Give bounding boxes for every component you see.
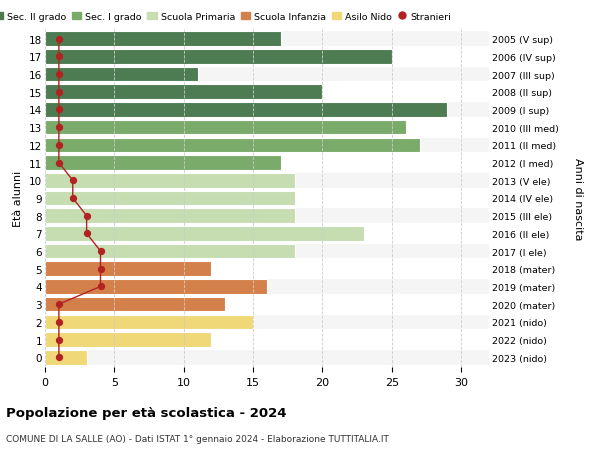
Point	[82, 213, 91, 220]
Y-axis label: Anni di nascita: Anni di nascita	[572, 157, 583, 240]
Text: COMUNE DI LA SALLE (AO) - Dati ISTAT 1° gennaio 2024 - Elaborazione TUTTITALIA.I: COMUNE DI LA SALLE (AO) - Dati ISTAT 1° …	[6, 434, 389, 443]
Bar	[45, 227, 489, 241]
Legend: Sec. II grado, Sec. I grado, Scuola Primaria, Scuola Infanzia, Asilo Nido, Stran: Sec. II grado, Sec. I grado, Scuola Prim…	[0, 13, 451, 22]
Bar	[45, 280, 489, 294]
Point	[68, 177, 77, 185]
Bar	[45, 280, 267, 294]
Y-axis label: Età alunni: Età alunni	[13, 170, 23, 227]
Point	[54, 71, 64, 78]
Point	[54, 319, 64, 326]
Point	[54, 354, 64, 361]
Bar	[45, 156, 489, 170]
Bar	[45, 209, 295, 224]
Bar	[45, 262, 211, 276]
Point	[54, 54, 64, 61]
Point	[96, 248, 106, 255]
Bar	[45, 191, 489, 206]
Bar	[45, 32, 489, 47]
Bar	[45, 67, 197, 82]
Bar	[45, 262, 489, 276]
Point	[54, 142, 64, 149]
Text: Popolazione per età scolastica - 2024: Popolazione per età scolastica - 2024	[6, 406, 287, 419]
Bar	[45, 227, 364, 241]
Bar	[45, 174, 295, 188]
Point	[54, 89, 64, 96]
Bar	[45, 121, 489, 135]
Point	[82, 230, 91, 237]
Bar	[45, 85, 323, 100]
Bar	[45, 333, 489, 347]
Bar	[45, 103, 489, 118]
Bar	[45, 50, 489, 64]
Bar	[45, 85, 489, 100]
Point	[68, 195, 77, 202]
Bar	[45, 156, 281, 170]
Bar	[45, 32, 281, 47]
Point	[54, 36, 64, 43]
Point	[54, 160, 64, 167]
Bar	[45, 138, 419, 153]
Bar	[45, 174, 489, 188]
Bar	[45, 315, 253, 330]
Bar	[45, 209, 489, 224]
Bar	[45, 350, 489, 365]
Bar	[45, 244, 489, 259]
Point	[96, 265, 106, 273]
Bar	[45, 191, 295, 206]
Point	[54, 124, 64, 132]
Bar	[45, 50, 392, 64]
Point	[54, 336, 64, 343]
Bar	[45, 297, 489, 312]
Bar	[45, 103, 448, 118]
Point	[54, 106, 64, 114]
Bar	[45, 138, 489, 153]
Point	[54, 301, 64, 308]
Point	[96, 283, 106, 291]
Bar	[45, 67, 489, 82]
Bar	[45, 350, 86, 365]
Bar	[45, 333, 211, 347]
Bar	[45, 121, 406, 135]
Bar	[45, 315, 489, 330]
Bar	[45, 244, 295, 259]
Bar	[45, 297, 226, 312]
